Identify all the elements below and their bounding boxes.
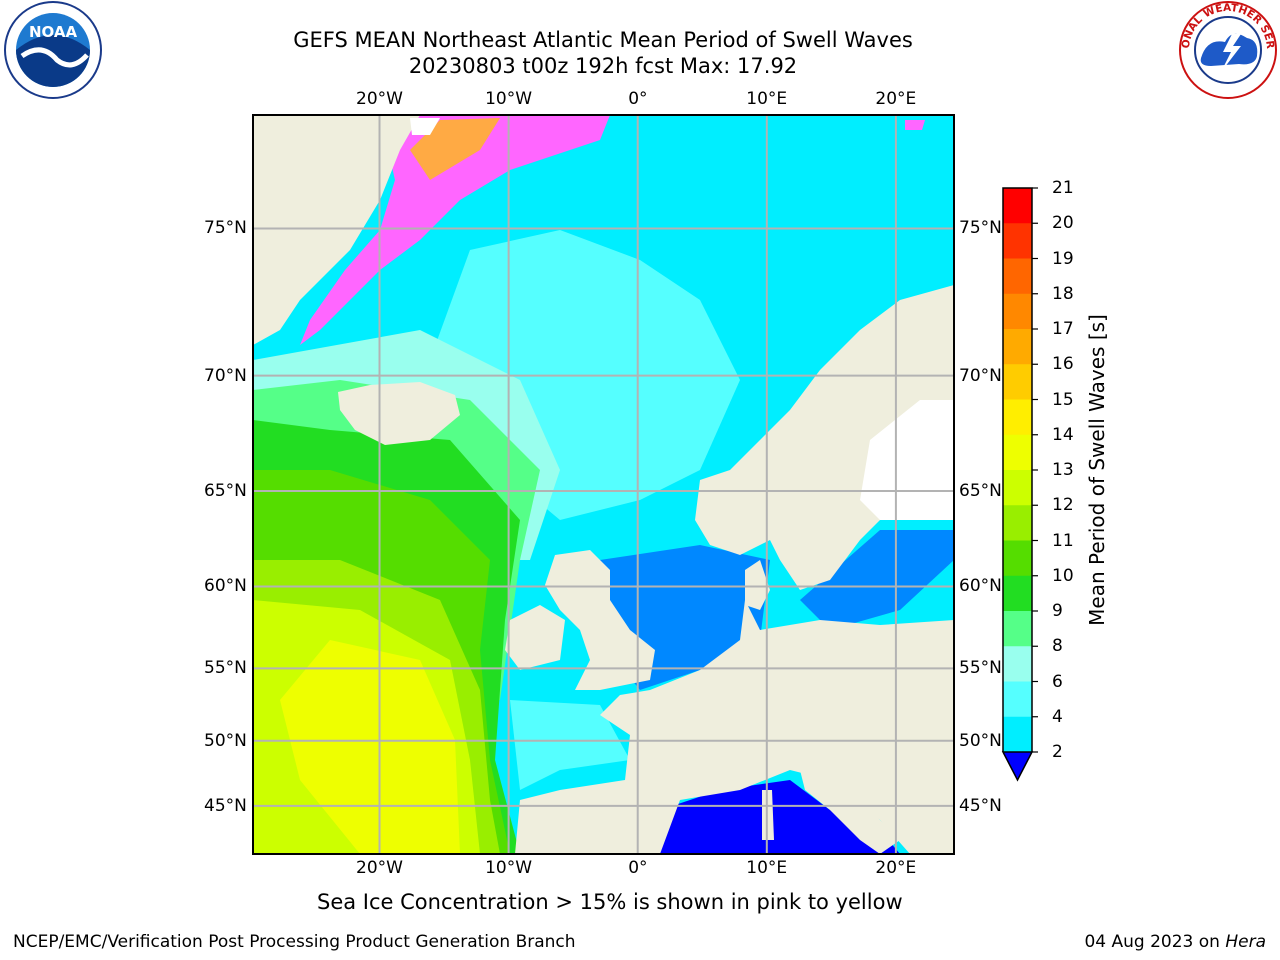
lat-label-left-5: 50°N xyxy=(204,730,247,751)
colorbar-swatch-1 xyxy=(1003,223,1032,259)
colorbar-swatch-0 xyxy=(1003,188,1032,224)
land-ireland xyxy=(505,605,565,670)
colorbar-label-16: 2 xyxy=(1052,742,1063,762)
lat-label-right-6: 45°N xyxy=(959,795,1002,816)
lon-label-top-2: 0° xyxy=(628,89,648,109)
map-field xyxy=(253,115,954,854)
colorbar-swatch-10 xyxy=(1003,540,1032,577)
lon-label-bottom-1: 10°W xyxy=(485,858,533,878)
lat-label-left-4: 55°N xyxy=(204,658,247,679)
colorbar-swatch-5 xyxy=(1003,364,1032,400)
map-subtitle: 20230803 t00z 192h fcst Max: 17.92 xyxy=(408,54,798,78)
colorbar-extend-arrow xyxy=(1001,751,1034,782)
lat-label-left-2: 65°N xyxy=(204,480,247,501)
colorbar-label-0: 21 xyxy=(1052,178,1074,198)
lon-label-bottom-4: 20°E xyxy=(875,858,917,878)
lat-label-right-1: 70°N xyxy=(959,365,1002,386)
lon-label-top-0: 20°W xyxy=(356,89,403,109)
footer-date-text: 04 Aug 2023 on xyxy=(1084,932,1220,952)
land-iceland xyxy=(338,382,460,445)
footer-org: NCEP/EMC/Verification Post Processing Pr… xyxy=(13,932,576,952)
map-frame xyxy=(252,114,955,855)
colorbar-label-3: 18 xyxy=(1052,283,1074,304)
nws-logo-icon: NATIONAL WEATHER SERVICE xyxy=(1177,0,1277,99)
lat-label-right-0: 75°N xyxy=(959,218,1002,239)
colorbar-label-14: 6 xyxy=(1052,671,1063,692)
field-biscay xyxy=(510,700,630,790)
colorbar-swatch-3 xyxy=(1003,293,1032,330)
land-britain xyxy=(545,550,655,690)
lon-label-bottom-2: 0° xyxy=(628,858,648,878)
lat-label-left-0: 75°N xyxy=(204,218,247,239)
colorbar-swatch-7 xyxy=(1003,434,1032,471)
field-mediterranean xyxy=(660,780,900,854)
missing-greenland-coast xyxy=(410,118,440,135)
colorbar-label-10: 11 xyxy=(1052,530,1074,551)
colorbar-swatch-12 xyxy=(1003,611,1032,647)
lat-label-left-3: 60°N xyxy=(204,576,247,597)
colorbar-swatch-8 xyxy=(1003,470,1032,506)
colorbar-swatch-14 xyxy=(1003,681,1032,718)
colorbar-label-9: 12 xyxy=(1052,495,1074,516)
lon-label-top-3: 10°E xyxy=(746,89,788,109)
footer-machine: Hera xyxy=(1225,932,1266,952)
colorbar-label-4: 17 xyxy=(1052,319,1074,339)
noaa-logo-icon: NOAA xyxy=(4,1,102,99)
lon-label-bottom-0: 20°W xyxy=(356,858,403,878)
colorbar-swatch-4 xyxy=(1003,329,1032,365)
lat-label-right-2: 65°N xyxy=(959,480,1002,501)
colorbar-label-12: 9 xyxy=(1052,601,1063,621)
colorbar-label-8: 13 xyxy=(1052,460,1074,480)
colorbar-swatch-15 xyxy=(1003,716,1032,753)
colorbar-label-6: 15 xyxy=(1052,389,1074,410)
colorbar-label-11: 10 xyxy=(1052,565,1074,586)
lat-label-right-5: 50°N xyxy=(959,730,1002,751)
colorbar-swatch-2 xyxy=(1003,258,1032,295)
colorbar-label-1: 20 xyxy=(1052,213,1074,234)
land-italy xyxy=(800,770,900,854)
colorbar-label-5: 16 xyxy=(1052,354,1074,375)
map-title: GEFS MEAN Northeast Atlantic Mean Period… xyxy=(293,28,913,52)
lat-label-right-3: 60°N xyxy=(959,576,1002,597)
colorbar-swatch-11 xyxy=(1003,575,1032,612)
colorbar-title: Mean Period of Swell Waves [s] xyxy=(1085,314,1109,626)
colorbar-swatch-9 xyxy=(1003,505,1032,541)
colorbar-label-7: 14 xyxy=(1052,424,1074,445)
svg-text:NOAA: NOAA xyxy=(29,23,78,41)
lon-label-top-1: 10°W xyxy=(485,89,533,109)
land-jutland xyxy=(745,560,770,610)
land-greenland xyxy=(253,115,420,345)
lat-label-right-4: 55°N xyxy=(959,658,1002,679)
lon-label-bottom-3: 10°E xyxy=(746,858,788,878)
field-baltic xyxy=(800,530,954,630)
colorbar-label-2: 19 xyxy=(1052,248,1074,269)
footer-date: 04 Aug 2023 on Hera xyxy=(1084,932,1266,952)
lon-label-top-4: 20°E xyxy=(875,89,917,109)
lat-label-left-6: 45°N xyxy=(204,795,247,816)
colorbar-swatch-13 xyxy=(1003,646,1032,682)
land-sardinia xyxy=(762,790,774,840)
lat-label-left-1: 70°N xyxy=(204,365,247,386)
sea-ice-orange xyxy=(410,118,500,180)
sea-ice-note: Sea Ice Concentration > 15% is shown in … xyxy=(317,890,903,914)
colorbar-label-15: 4 xyxy=(1052,706,1063,727)
colorbar-swatch-6 xyxy=(1003,399,1032,436)
colorbar-label-13: 8 xyxy=(1052,636,1063,657)
sea-ice-svalbard xyxy=(905,120,925,130)
field-14-15 xyxy=(280,640,460,854)
